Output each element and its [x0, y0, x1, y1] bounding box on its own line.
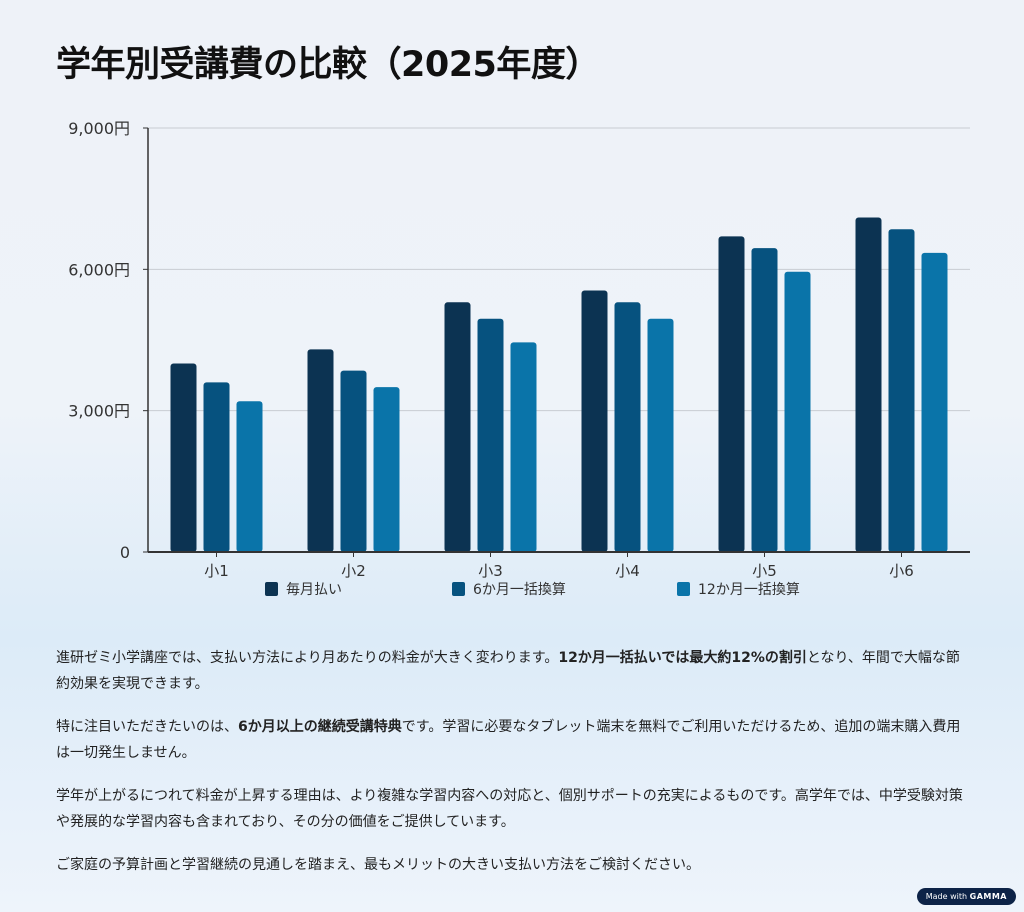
bar	[340, 370, 367, 552]
description: 進研ゼミ小学講座では、支払い方法により月あたりの料金が大きく変わります。12か月…	[56, 645, 971, 895]
y-tick-label: 0	[120, 543, 130, 562]
x-tick-label: 小4	[615, 562, 640, 580]
y-tick-label: 6,000円	[68, 260, 130, 279]
highlight-discount: 12か月一括払いでは最大約12%の割引	[558, 650, 807, 666]
paragraph-closing: ご家庭の予算計画と学習継続の見通しを踏まえ、最もメリットの大きい支払い方法をご検…	[56, 857, 700, 873]
legend-swatch	[452, 582, 465, 596]
page-title: 学年別受講費の比較（2025年度）	[56, 45, 600, 85]
bar	[784, 271, 811, 552]
highlight-benefit: 6か月以上の継続受講特典	[238, 719, 402, 735]
bar	[510, 342, 537, 552]
legend-label: 12か月一括換算	[698, 582, 800, 598]
bar	[477, 318, 504, 552]
bar	[170, 363, 197, 552]
bar	[373, 387, 400, 552]
x-tick-label: 小2	[341, 562, 366, 580]
x-tick-label: 小5	[752, 562, 777, 580]
paragraph-benefit: 特に注目いただきたいのは、6か月以上の継続受講特典です。学習に必要なタブレット端…	[56, 719, 961, 761]
x-tick-label: 小3	[478, 562, 503, 580]
bar	[307, 349, 334, 552]
bar	[718, 236, 745, 552]
bar	[855, 217, 882, 552]
y-tick-label: 3,000円	[68, 402, 130, 421]
legend-label: 毎月払い	[286, 582, 342, 598]
x-tick-label: 小1	[204, 562, 229, 580]
bar	[581, 290, 608, 552]
bar	[203, 382, 230, 552]
made-with-gamma-badge[interactable]: Made with GAMMA	[916, 888, 1016, 905]
x-tick-label: 小6	[889, 562, 914, 580]
paragraph-pricing: 進研ゼミ小学講座では、支払い方法により月あたりの料金が大きく変わります。12か月…	[56, 650, 960, 692]
legend-swatch	[677, 582, 690, 596]
bar	[921, 252, 948, 552]
legend-label: 6か月一括換算	[473, 582, 566, 598]
paragraph-grade-reason: 学年が上がるにつれて料金が上昇する理由は、より複雑な学習内容への対応と、個別サポ…	[56, 788, 963, 830]
bar	[444, 302, 471, 552]
y-tick-label: 9,000円	[68, 119, 130, 138]
bar	[647, 318, 674, 552]
bar	[236, 401, 263, 552]
legend-swatch	[265, 582, 278, 596]
bar	[614, 302, 641, 552]
bar	[888, 229, 915, 552]
bar	[751, 248, 778, 552]
